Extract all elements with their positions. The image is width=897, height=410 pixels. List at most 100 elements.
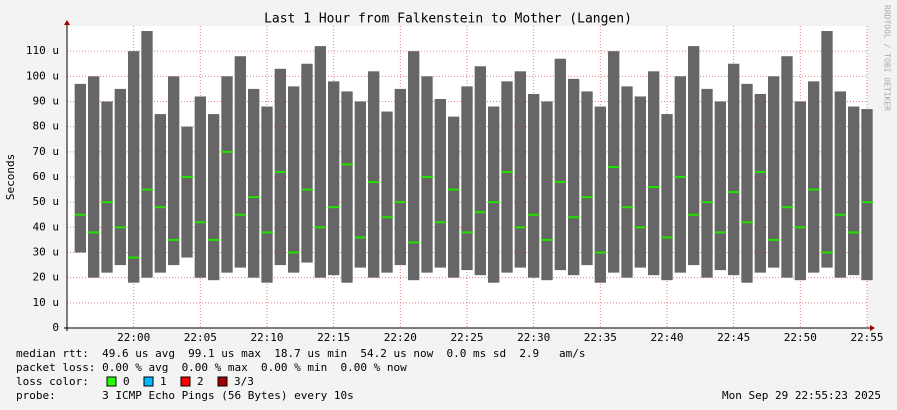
y-tick-label: 80 u: [33, 120, 60, 133]
x-tick-label: 22:35: [584, 331, 617, 344]
rtt-range: [381, 111, 393, 273]
rtt-range: [554, 58, 566, 271]
rtt-range: [74, 83, 86, 253]
median: [861, 201, 873, 204]
rtt-range: [261, 106, 273, 283]
y-tick-label: 0: [52, 321, 59, 334]
rtt-range: [234, 56, 246, 268]
rtt-range: [141, 31, 153, 278]
rtt-range: [461, 86, 473, 271]
rtt-range: [568, 78, 580, 276]
median: [568, 216, 580, 219]
median: [661, 236, 673, 239]
median: [581, 196, 593, 199]
median: [701, 201, 713, 204]
loss-legend-item: 0: [123, 375, 130, 388]
y-tick-label: 10 u: [33, 296, 60, 309]
median: [621, 206, 633, 209]
rtt-range: [501, 81, 513, 273]
median: [768, 238, 780, 241]
median: [194, 221, 206, 224]
rtt-range: [248, 88, 260, 278]
y-tick-label: 100 u: [26, 69, 59, 82]
x-tick-label: 22:05: [184, 331, 217, 344]
x-tick-label: 22:25: [450, 331, 483, 344]
side-label: RRDTOOL / TOBI OETIKER: [883, 5, 892, 111]
rtt-range: [314, 46, 326, 278]
rtt-range: [634, 96, 646, 268]
median: [448, 188, 460, 191]
y-tick-label: 70 u: [33, 145, 60, 158]
y-tick-label: 90 u: [33, 95, 60, 108]
median: [274, 170, 286, 173]
rtt-range: [434, 98, 446, 268]
rtt-range: [728, 63, 740, 276]
rtt-range: [288, 86, 300, 273]
y-axis-label: Seconds: [4, 154, 17, 200]
rtt-range: [128, 51, 140, 283]
rtt-range: [674, 76, 686, 273]
rtt-range: [688, 46, 700, 266]
y-tick-label: 110 u: [26, 44, 59, 57]
rtt-range: [701, 88, 713, 278]
rtt-range: [661, 114, 673, 281]
rtt-range: [648, 71, 660, 276]
median: [608, 165, 620, 168]
median: [541, 238, 553, 241]
median: [821, 251, 833, 254]
median: [341, 163, 353, 166]
rtt-range: [301, 63, 313, 263]
rtt-range: [808, 81, 820, 273]
median: [834, 213, 846, 216]
median: [288, 251, 300, 254]
median: [434, 221, 446, 224]
median: [514, 226, 526, 229]
loss-legend-item: 1: [160, 375, 167, 388]
rtt-range: [88, 76, 100, 278]
median: [168, 238, 180, 241]
x-tick-label: 22:40: [650, 331, 683, 344]
rtt-range: [621, 86, 633, 278]
rtt-range: [408, 51, 420, 281]
x-tick-label: 22:10: [250, 331, 283, 344]
x-arrow: [870, 325, 875, 331]
rtt-range: [754, 93, 766, 273]
median: [128, 256, 140, 259]
rtt-range: [394, 88, 406, 266]
rtt-range: [328, 81, 340, 276]
rtt-range: [114, 88, 126, 266]
median: [381, 216, 393, 219]
rtt-range: [528, 93, 540, 278]
x-tick-label: 22:20: [384, 331, 417, 344]
timestamp: Mon Sep 29 22:55:23 2025: [722, 389, 881, 402]
median: [181, 176, 193, 178]
median: [221, 150, 233, 153]
rtt-range: [154, 114, 166, 273]
rtt-range: [834, 91, 846, 278]
rtt-range: [514, 71, 526, 268]
median: [674, 176, 686, 178]
rtt-range: [541, 101, 553, 281]
median: [208, 238, 220, 241]
median: [501, 170, 513, 173]
rtt-range: [848, 106, 860, 276]
rtt-range: [421, 76, 433, 273]
rtt-range: [168, 76, 180, 266]
rtt-range: [861, 109, 873, 281]
rtt-range: [581, 91, 593, 266]
median: [714, 231, 726, 234]
rtt-range: [354, 101, 366, 268]
median: [554, 181, 566, 184]
stats-line: median rtt: 49.6 us avg 99.1 us max 18.7…: [16, 347, 586, 360]
rtt-range: [274, 68, 286, 266]
x-tick-label: 22:55: [850, 331, 883, 344]
median: [74, 213, 86, 216]
median: [354, 236, 366, 239]
y-tick-label: 60 u: [33, 170, 60, 183]
loss-legend-item: 2: [197, 375, 204, 388]
chart-title: Last 1 Hour from Falkenstein to Mother (…: [264, 12, 632, 27]
median: [101, 201, 113, 204]
median: [848, 231, 860, 234]
rtt-range: [194, 96, 206, 278]
